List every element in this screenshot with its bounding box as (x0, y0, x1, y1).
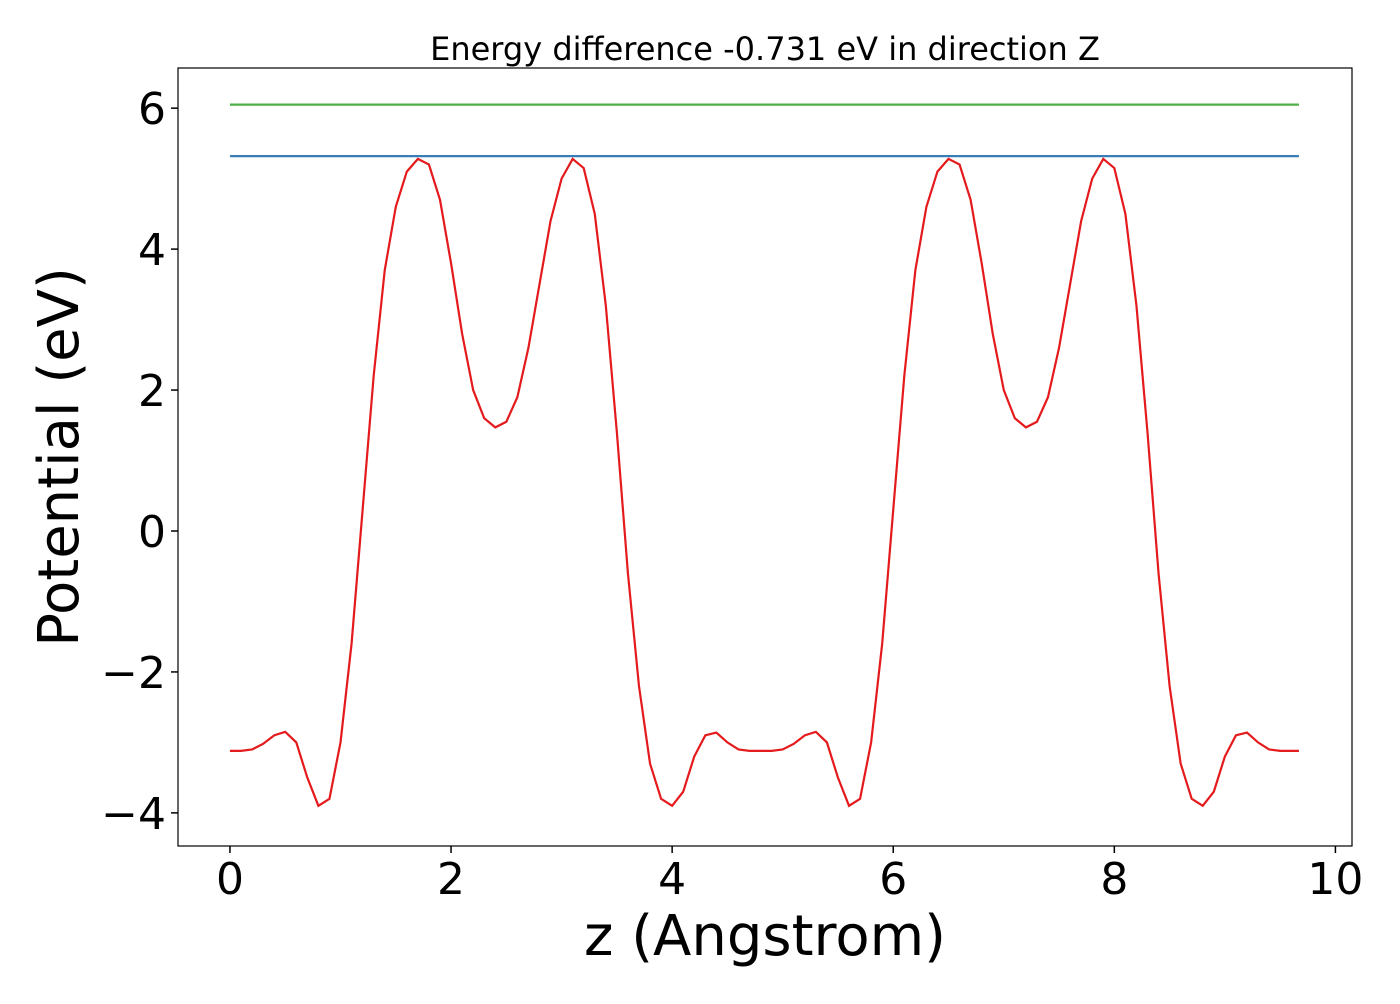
line-series (229, 157, 1299, 808)
x-tick-label: 6 (879, 854, 907, 905)
plot-frame (177, 67, 1353, 847)
x-tick-label: 0 (216, 854, 244, 905)
x-tick-label: 4 (658, 854, 686, 905)
y-axis-label: Potential (eV) (27, 267, 92, 647)
y-tick-label: −4 (101, 789, 166, 840)
x-tick-label: 10 (1307, 854, 1363, 905)
y-tick-label: −2 (101, 648, 166, 699)
y-tick-label: 2 (138, 366, 166, 417)
y-tick-label: 6 (138, 84, 166, 135)
y-tick-label: 4 (138, 225, 166, 276)
y-tick-label: 0 (138, 507, 166, 558)
chart-title: Energy difference -0.731 eV in direction… (430, 30, 1100, 68)
x-tick-label: 8 (1100, 854, 1128, 905)
x-tick-label: 2 (437, 854, 465, 905)
x-axis-label: z (Angstrom) (584, 904, 946, 969)
